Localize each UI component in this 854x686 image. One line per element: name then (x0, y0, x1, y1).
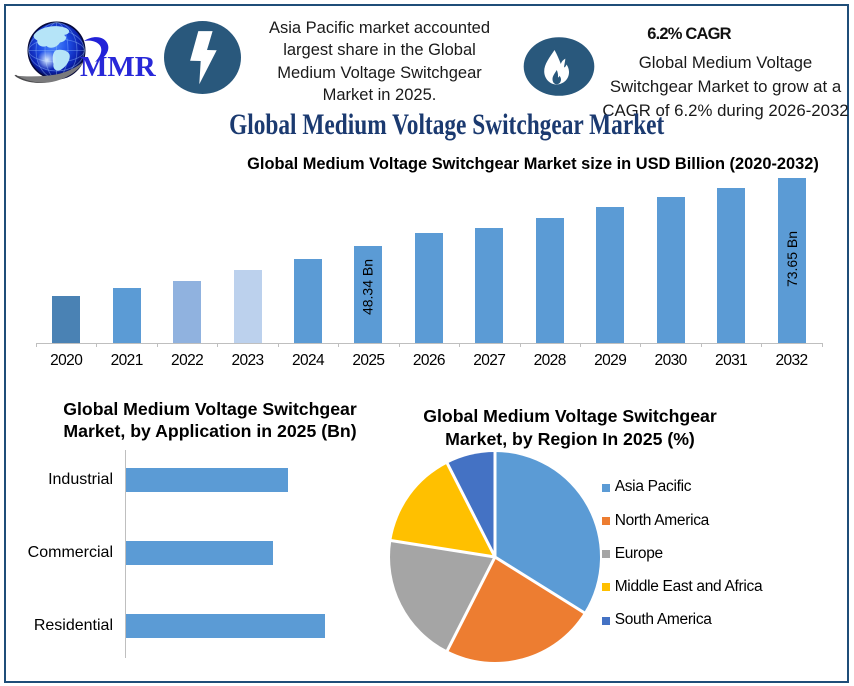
svg-text:MMR: MMR (80, 51, 157, 83)
